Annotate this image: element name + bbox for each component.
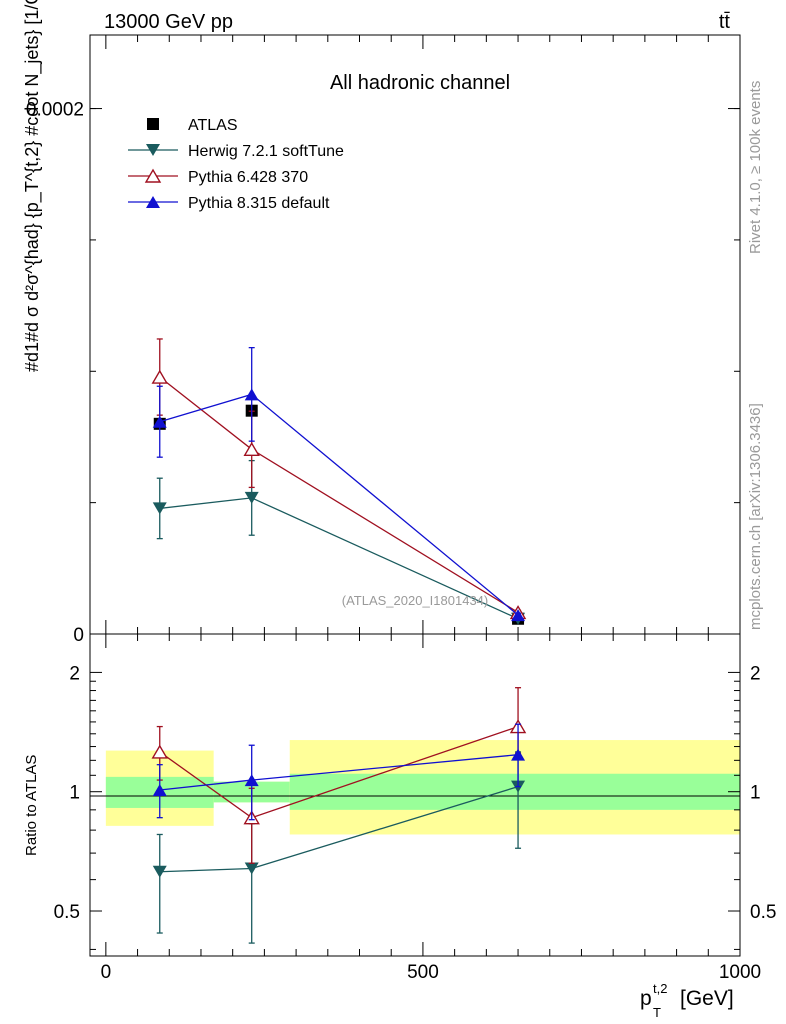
ratio-y-tick-label: 2 (69, 663, 80, 684)
ratio-series-pythia-8-315-default (152, 723, 526, 821)
series-pythia-8-315-default (152, 346, 526, 622)
ratio-frame (89, 633, 741, 957)
ratio-x-tick-label: 1000 (719, 962, 761, 983)
legend-label: Herwig 7.2.1 softTune (188, 143, 344, 160)
ratio-bands (105, 740, 740, 835)
main-panel: 00.00020.00040.00060.00080.0010.00120.00… (22, 0, 741, 646)
main-y-tick-label: 0 (73, 625, 84, 646)
pythia-6-428-370-point (151, 369, 168, 384)
ratio-band-inner (289, 773, 740, 810)
x-axis-label: p t,2 T [GeV] (640, 981, 734, 1020)
pythia-6-428-370-ratio-point (151, 744, 168, 759)
header-right: tt̄ (719, 11, 731, 33)
pythia-8-315-default-point (511, 609, 526, 622)
legend: ATLAS Herwig 7.2.1 softTune Pythia 6.428 3… (128, 117, 344, 212)
rivet-label: Rivet 4.1.0, ≥ 100k events (747, 81, 764, 254)
herwig-7-2-1-softtune-ratio-point (152, 865, 167, 878)
legend-label: Pythia 8.315 default (188, 195, 330, 212)
herwig-7-2-1-softtune-point (152, 502, 167, 515)
series-pythia-6-428-370 (151, 338, 527, 620)
ratio-x-tick-label: 0 (101, 962, 112, 983)
pythia-6-428-370-point (243, 441, 260, 457)
x-axis-label-p: p (640, 987, 652, 1010)
ratio-x-tick-label: 500 (407, 962, 439, 983)
ratio-y-axis: 0.5 0.5 1 1 2 2 (54, 663, 776, 950)
header-left: 13000 GeV pp (104, 11, 233, 33)
ratio-y-tick-label-right: 2 (750, 663, 761, 684)
pythia-8-315-default-ratio-point (244, 774, 259, 787)
analysis-watermark: (ATLAS_2020_I1801434) (342, 593, 488, 608)
main-x-ticks (105, 35, 741, 634)
series-atlas (153, 404, 525, 625)
legend-marker (147, 118, 159, 130)
x-axis-label-sub: T (653, 1005, 661, 1020)
pythia-6-428-370-line (159, 376, 519, 614)
legend-marker (146, 144, 160, 156)
legend-marker (144, 168, 162, 183)
pythia-8-315-default-line (159, 393, 519, 616)
ratio-marks (151, 687, 527, 944)
herwig-7-2-1-softtune-ratio-errorbar (156, 833, 163, 934)
ratio-panel: 0.5 0.5 1 1 2 2 0 500 1000 Ratio to ATLAS p t,2… (23, 633, 776, 1020)
herwig-7-2-1-softtune-point (244, 491, 259, 504)
legend-entry-herwig-7-2-1-softtune: Herwig 7.2.1 softTune (128, 143, 344, 160)
ratio-y-axis-label: Ratio to ATLAS (23, 755, 40, 856)
pythia-8-315-default-point (152, 415, 167, 428)
x-axis-label-sup: t,2 (653, 981, 667, 996)
legend-entry-pythia-6-428-370: Pythia 6.428 370 (128, 168, 308, 186)
main-y-tick-label: 0.0002 (26, 100, 84, 121)
pythia-8-315-default-point (244, 388, 259, 401)
main-y-axis-label: #d1#d σ d²σ^{had} {p_T^{t,2} #cdot N_jet… (22, 0, 43, 372)
pythia-8-315-default-ratio-point (511, 748, 526, 761)
ratio-y-tick-label: 1 (69, 783, 80, 804)
main-marks (151, 338, 527, 625)
herwig-7-2-1-softtune-ratio-point (244, 862, 259, 875)
main-y-axis: 00.00020.00040.00060.00080.0010.00120.00… (26, 100, 740, 646)
x-axis-label-unit: [GeV] (680, 987, 734, 1010)
legend-entry-pythia-8-315-default: Pythia 8.315 default (128, 195, 330, 212)
chart-title: All hadronic channel (330, 72, 510, 94)
legend-label: ATLAS (188, 117, 238, 134)
ratio-y-tick-label-right: 1 (750, 783, 761, 804)
ratio-y-tick-label-right: 0.5 (750, 902, 776, 923)
legend-entry-atlas: ATLAS (147, 117, 238, 134)
ratio-y-tick-label: 0.5 (54, 902, 80, 923)
legend-label: Pythia 6.428 370 (188, 169, 308, 186)
ratio-x-axis: 0 500 1000 (101, 634, 761, 983)
mcplots-label: mcplots.cern.ch [arXiv:1306.3436] (747, 403, 764, 630)
legend-marker (146, 196, 160, 208)
pythia-8-315-default-ratio-point (152, 783, 167, 796)
